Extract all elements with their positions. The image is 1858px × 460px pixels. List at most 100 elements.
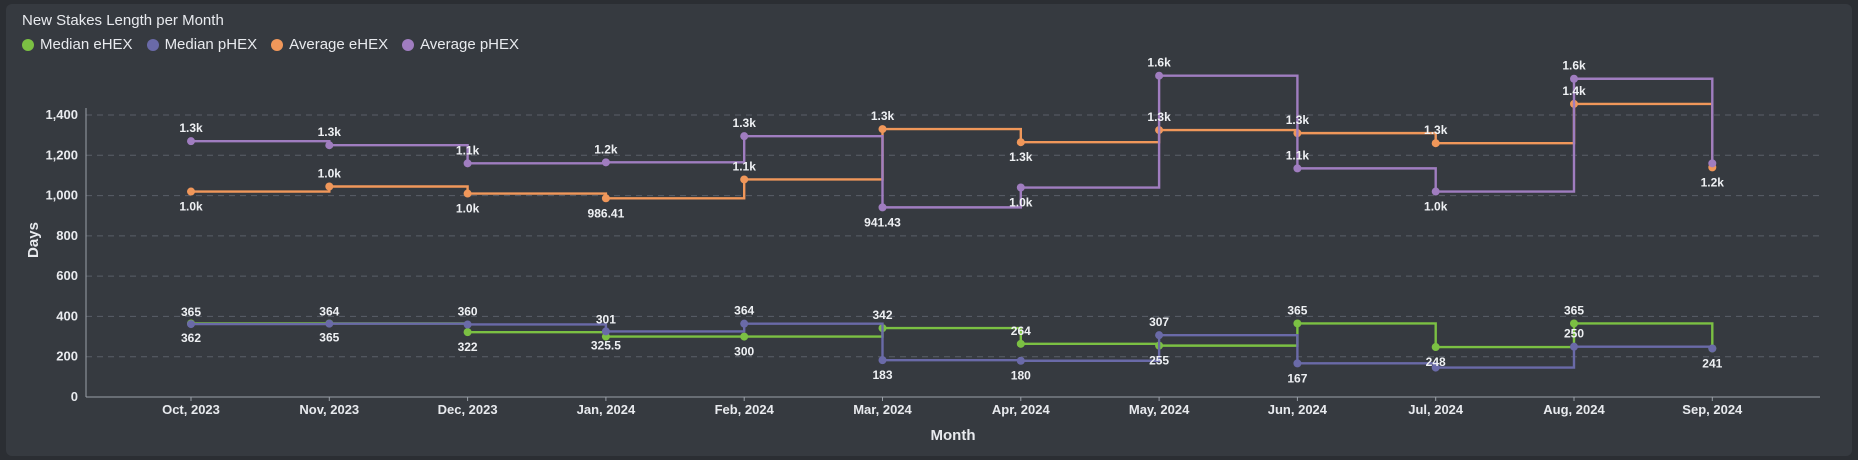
legend-dot-icon: [146, 38, 159, 51]
x-tick-label: Oct, 2023: [162, 402, 220, 417]
data-point: [1431, 363, 1440, 372]
data-point: [740, 332, 749, 341]
data-label: 1.1k: [1286, 148, 1310, 162]
data-label: 1.2k: [1701, 175, 1725, 189]
x-tick-label: Jan, 2024: [577, 402, 636, 417]
series-line: [191, 322, 1714, 369]
data-point: [878, 203, 887, 212]
y-tick-label: 200: [56, 349, 78, 364]
data-point: [187, 187, 195, 196]
x-tick-label: May, 2024: [1129, 402, 1190, 417]
legend-item[interactable]: Average pHEX: [402, 36, 519, 53]
data-point: [1708, 159, 1717, 168]
legend-label: Average eHEX: [289, 36, 389, 53]
data-point: [601, 327, 610, 336]
data-label: 365: [319, 331, 339, 345]
data-point: [1293, 359, 1302, 368]
chart-legend: Median eHEX Median pHEX Average eHEX Averag…: [22, 36, 519, 53]
data-point: [463, 320, 472, 329]
data-label: 1.1k: [456, 143, 480, 157]
data-label: 1.3k: [1286, 113, 1310, 127]
data-point: [878, 125, 887, 134]
x-tick-label: Dec, 2023: [438, 402, 498, 417]
x-tick-label: Feb, 2024: [715, 402, 775, 417]
data-label: 183: [872, 368, 892, 382]
legend-dot-icon: [402, 38, 415, 51]
data-point: [1016, 138, 1025, 147]
data-label: 1.4k: [1562, 84, 1586, 98]
data-point: [1431, 187, 1440, 196]
data-point: [1570, 342, 1578, 351]
data-label: 1.0k: [318, 167, 342, 181]
data-label: 360: [458, 304, 478, 318]
series-line: [191, 74, 1714, 209]
series-2: [187, 99, 1717, 203]
data-label: 362: [181, 331, 201, 345]
data-label: 1.1k: [733, 159, 757, 173]
data-point: [325, 319, 334, 328]
legend-item[interactable]: Median pHEX: [146, 36, 258, 53]
data-label: 255: [1149, 354, 1169, 368]
data-label: 364: [319, 305, 339, 319]
data-point: [1570, 74, 1578, 83]
data-label: 986.41: [588, 206, 625, 220]
data-label: 1.3k: [733, 116, 757, 130]
data-point: [878, 356, 887, 365]
y-tick-label: 1,200: [45, 147, 78, 162]
series-1: [187, 319, 1717, 372]
x-axis-title: Month: [931, 427, 976, 444]
x-tick-label: Jun, 2024: [1268, 402, 1328, 417]
data-point: [1708, 344, 1717, 353]
data-point: [1431, 139, 1440, 148]
data-label: 1.0k: [179, 200, 203, 214]
y-axis-title: Days: [25, 222, 42, 258]
x-tick-label: Nov, 2023: [299, 402, 359, 417]
legend-item[interactable]: Average eHEX: [271, 36, 388, 53]
x-tick-label: Sep, 2024: [1682, 402, 1743, 417]
legend-label: Median eHEX: [40, 36, 133, 53]
data-label: 325.5: [591, 338, 621, 352]
data-label: 365: [1564, 303, 1584, 317]
data-label: 250: [1564, 327, 1584, 341]
data-label: 248: [1426, 355, 1446, 369]
x-tick-label: Aug, 2024: [1543, 402, 1605, 417]
data-point: [1016, 183, 1025, 192]
data-point: [187, 137, 195, 146]
data-label: 1.2k: [594, 142, 618, 156]
legend-dot-icon: [22, 38, 34, 51]
x-tick-label: Jul, 2024: [1408, 402, 1464, 417]
data-label: 241: [1702, 356, 1722, 370]
data-label: 1.0k: [1424, 200, 1448, 214]
data-label: 1.3k: [1009, 150, 1033, 164]
data-point: [1155, 71, 1164, 80]
data-label: 167: [1287, 371, 1307, 385]
data-label: 1.3k: [1147, 110, 1171, 124]
data-label: 180: [1011, 369, 1031, 383]
data-point: [325, 182, 334, 191]
data-label: 1.3k: [1424, 123, 1448, 137]
y-tick-label: 0: [71, 389, 78, 404]
legend-label: Average pHEX: [420, 36, 520, 53]
data-point: [1293, 164, 1302, 173]
data-label: 365: [1287, 303, 1307, 317]
data-label: 264: [1011, 324, 1031, 338]
data-label: 1.6k: [1147, 56, 1171, 70]
data-point: [1293, 319, 1302, 328]
y-tick-label: 600: [56, 268, 78, 283]
y-tick-label: 400: [56, 308, 78, 323]
data-point: [740, 132, 749, 141]
data-label: 322: [458, 340, 478, 354]
data-point: [1570, 319, 1578, 328]
legend-label: Median pHEX: [164, 36, 258, 53]
legend-dot-icon: [271, 38, 284, 51]
x-tick-label: Mar, 2024: [853, 402, 912, 417]
legend-item[interactable]: Median eHEX: [22, 36, 133, 53]
data-label: 1.3k: [318, 125, 342, 139]
y-tick-label: 1,400: [45, 107, 78, 122]
data-point: [463, 159, 472, 168]
chart-title: New Stakes Length per Month: [22, 12, 224, 29]
data-label: 1.0k: [456, 202, 480, 216]
data-point: [325, 141, 334, 150]
data-point: [740, 175, 749, 184]
